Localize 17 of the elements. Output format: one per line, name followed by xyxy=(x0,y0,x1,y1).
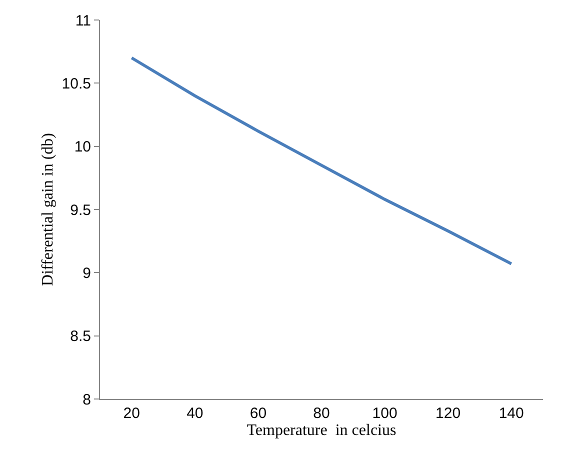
y-tick-label: 8 xyxy=(82,391,91,408)
y-tick-label: 9 xyxy=(82,264,91,282)
x-axis-title: Temperature in celcius xyxy=(246,422,396,439)
x-tick-label: 20 xyxy=(123,405,140,422)
y-tick-label: 8.5 xyxy=(70,328,91,346)
x-tick-label: 140 xyxy=(498,405,524,422)
line-series xyxy=(130,56,513,266)
x-tick-label: 60 xyxy=(250,405,267,422)
y-axis-title: Differential gain in (db) xyxy=(40,133,57,286)
y-tick-label: 11 xyxy=(75,12,91,30)
x-tick-label: 100 xyxy=(372,405,398,422)
y-tick-label: 9.5 xyxy=(70,202,91,219)
y-tick-label: 10.5 xyxy=(62,75,91,92)
x-tick-label: 120 xyxy=(436,405,461,422)
y-tick-label: 10 xyxy=(74,138,91,156)
x-tick-label: 80 xyxy=(313,405,330,422)
x-tick-label: 40 xyxy=(186,405,204,422)
